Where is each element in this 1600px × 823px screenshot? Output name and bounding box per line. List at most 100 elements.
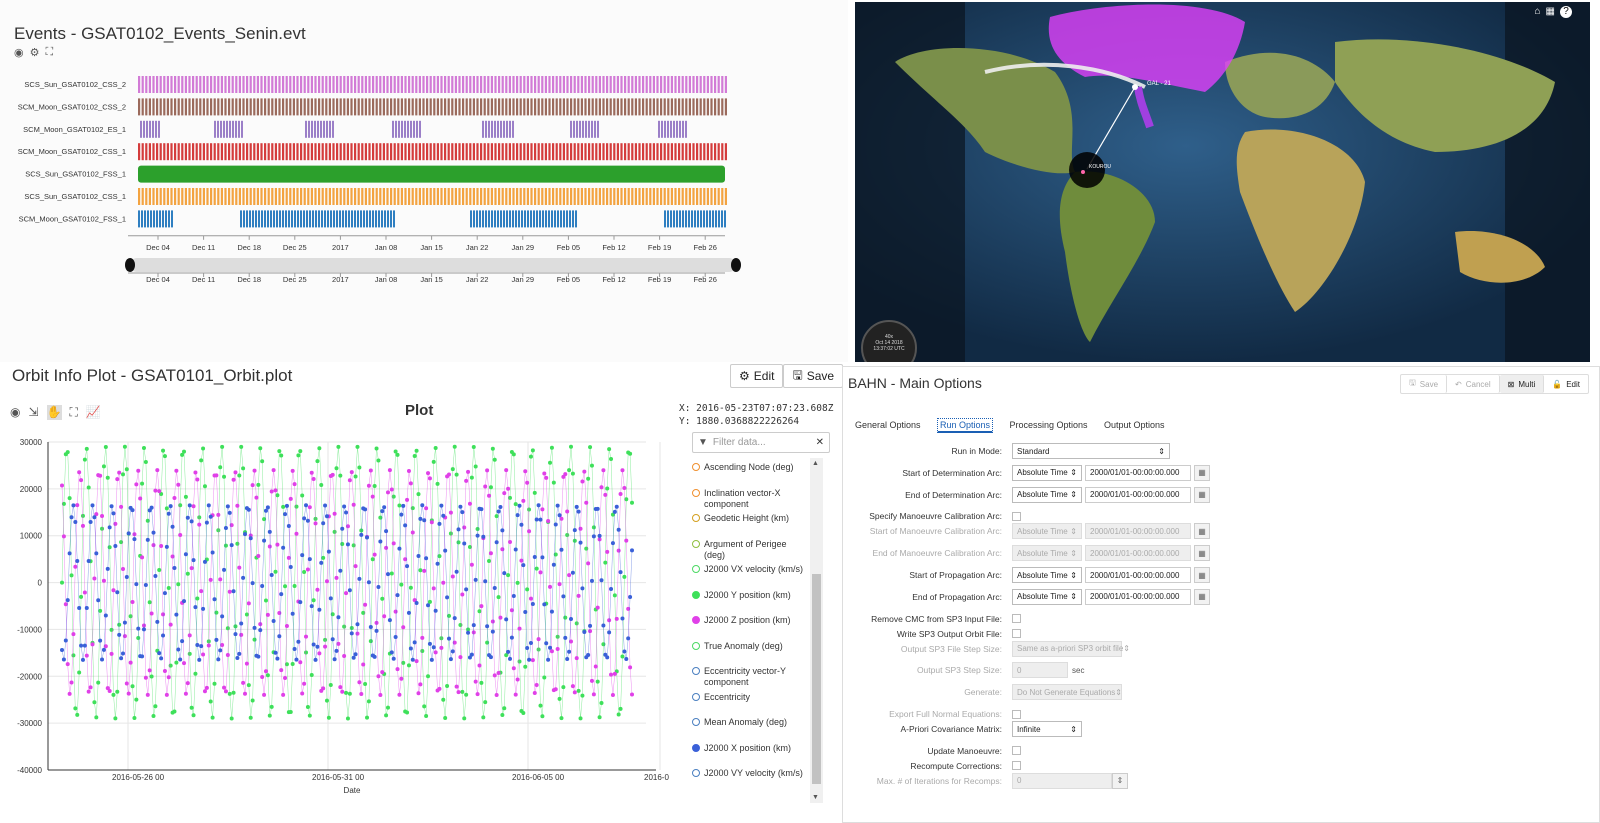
event-bar[interactable] [562, 188, 565, 205]
data-point[interactable] [202, 559, 207, 564]
event-bar[interactable] [724, 76, 727, 93]
calendar-icon[interactable]: ▦ [1194, 545, 1210, 562]
event-bar[interactable] [140, 120, 142, 138]
event-bar[interactable] [228, 188, 231, 205]
event-bar[interactable] [364, 98, 367, 116]
event-bar[interactable] [416, 120, 418, 138]
event-bar[interactable] [541, 188, 544, 205]
data-point[interactable] [86, 485, 91, 490]
data-point[interactable] [595, 605, 600, 610]
data-point[interactable] [258, 446, 263, 451]
event-bar[interactable] [606, 143, 609, 161]
data-point[interactable] [599, 700, 604, 705]
event-bar[interactable] [274, 143, 277, 161]
data-point[interactable] [149, 674, 154, 679]
event-bar[interactable] [328, 76, 331, 93]
event-bar[interactable] [674, 143, 677, 161]
event-bar[interactable] [627, 98, 630, 116]
event-bar[interactable] [155, 120, 157, 138]
data-point[interactable] [147, 600, 152, 605]
data-point[interactable] [589, 578, 594, 583]
data-point[interactable] [218, 465, 223, 470]
data-point[interactable] [548, 645, 553, 650]
data-point[interactable] [67, 496, 72, 501]
event-bar[interactable] [199, 98, 202, 116]
event-bar[interactable] [627, 188, 630, 205]
event-bar[interactable] [354, 143, 357, 161]
event-bar[interactable] [674, 188, 677, 205]
data-point[interactable] [151, 714, 156, 719]
event-bar[interactable] [699, 98, 702, 116]
event-row-bars[interactable] [138, 76, 727, 93]
event-bar[interactable] [138, 210, 140, 228]
event-bar[interactable] [444, 143, 447, 161]
event-bar[interactable] [569, 210, 571, 228]
data-point[interactable] [624, 497, 629, 502]
event-bar[interactable] [555, 98, 558, 116]
data-point[interactable] [271, 468, 276, 473]
data-point[interactable] [100, 513, 105, 518]
data-point[interactable] [548, 584, 553, 589]
data-point[interactable] [300, 691, 305, 696]
data-point[interactable] [103, 644, 108, 649]
data-point[interactable] [304, 634, 309, 639]
data-point[interactable] [422, 518, 427, 523]
event-bar[interactable] [235, 76, 238, 93]
data-point[interactable] [84, 446, 89, 451]
event-bar[interactable] [418, 143, 421, 161]
event-bar[interactable] [645, 143, 648, 161]
data-point[interactable] [473, 577, 478, 582]
event-bar[interactable] [202, 143, 205, 161]
event-bar[interactable] [192, 143, 195, 161]
data-point[interactable] [260, 459, 265, 464]
data-point[interactable] [336, 641, 341, 646]
data-point[interactable] [359, 691, 364, 696]
event-bar[interactable] [253, 188, 256, 205]
data-point[interactable] [222, 685, 227, 690]
event-bar[interactable] [580, 98, 583, 116]
event-bar[interactable] [285, 143, 288, 161]
event-bar[interactable] [195, 143, 198, 161]
data-point[interactable] [206, 503, 211, 508]
event-bar[interactable] [572, 210, 574, 228]
event-bar[interactable] [346, 188, 349, 205]
event-bar[interactable] [411, 76, 414, 93]
event-bar[interactable] [401, 120, 403, 138]
event-bar[interactable] [264, 188, 267, 205]
data-point[interactable] [427, 641, 432, 646]
event-bar[interactable] [368, 98, 371, 116]
data-point[interactable] [464, 587, 469, 592]
event-bar[interactable] [433, 188, 436, 205]
data-point[interactable] [286, 555, 291, 560]
event-bar[interactable] [318, 210, 320, 228]
event-bar[interactable] [300, 98, 303, 116]
data-point[interactable] [450, 574, 455, 579]
data-point[interactable] [222, 474, 227, 479]
data-point[interactable] [368, 468, 373, 473]
data-point[interactable] [254, 495, 259, 500]
data-point[interactable] [94, 715, 99, 720]
event-bar[interactable] [238, 188, 241, 205]
data-point[interactable] [258, 628, 263, 633]
data-point[interactable] [174, 660, 179, 665]
data-point[interactable] [494, 693, 499, 698]
data-point[interactable] [462, 525, 467, 530]
event-bar[interactable] [664, 120, 666, 138]
event-bar[interactable] [584, 143, 587, 161]
data-point[interactable] [244, 661, 249, 666]
event-bar[interactable] [588, 143, 591, 161]
time-mode-select[interactable]: Absolute Time ⇕ [1012, 464, 1082, 481]
event-bar[interactable] [276, 210, 278, 228]
event-bar[interactable] [494, 143, 497, 161]
event-bar[interactable] [294, 210, 296, 228]
event-bar[interactable] [656, 143, 659, 161]
data-point[interactable] [351, 655, 356, 660]
datetime-input[interactable]: 2000/01/01-00:00:00.000 [1085, 588, 1191, 605]
event-bar[interactable] [649, 188, 652, 205]
event-bar[interactable] [458, 76, 461, 93]
event-bar[interactable] [170, 98, 173, 116]
data-point[interactable] [122, 620, 127, 625]
event-bar[interactable] [710, 188, 713, 205]
event-bar[interactable] [210, 143, 213, 161]
event-bar[interactable] [678, 188, 681, 205]
